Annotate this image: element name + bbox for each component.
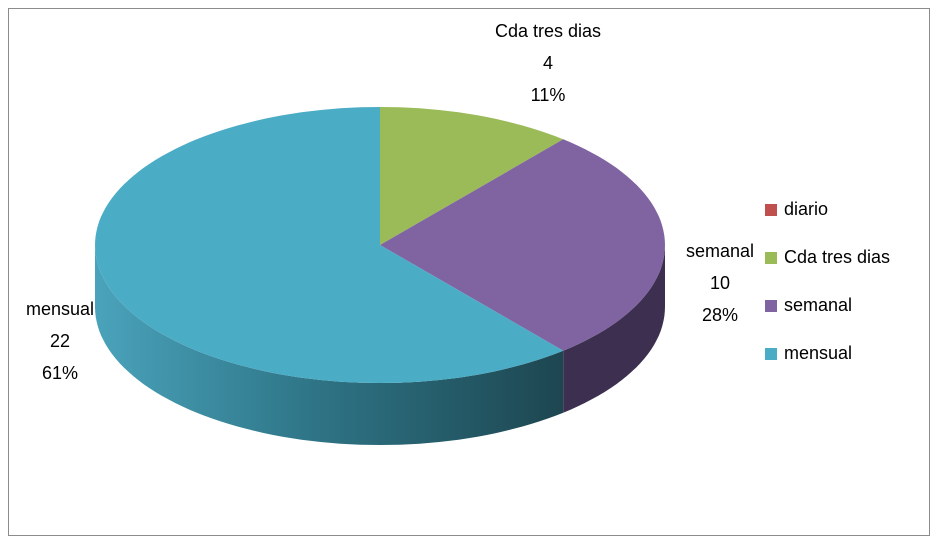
legend-label: Cda tres dias bbox=[784, 247, 890, 267]
slice bbox=[95, 107, 564, 383]
slice-side bbox=[563, 245, 665, 413]
slice-side bbox=[95, 245, 564, 445]
legend-label: semanal bbox=[784, 295, 852, 315]
data-label-percent: 11% bbox=[531, 85, 566, 105]
data-label-name: semanal bbox=[686, 241, 754, 261]
legend-swatch bbox=[765, 348, 777, 360]
legend-swatch bbox=[765, 300, 777, 312]
legend-label: mensual bbox=[784, 343, 852, 363]
data-label-name: mensual bbox=[26, 299, 94, 319]
data-label-value: 22 bbox=[50, 331, 70, 351]
data-label-name: Cda tres dias bbox=[495, 21, 601, 41]
data-label-percent: 61% bbox=[42, 363, 78, 383]
legend-swatch bbox=[765, 204, 777, 216]
slice bbox=[380, 139, 665, 351]
slice bbox=[380, 107, 564, 245]
legend-label: diario bbox=[784, 199, 828, 219]
legend-swatch bbox=[765, 252, 777, 264]
data-label-value: 10 bbox=[710, 273, 730, 293]
data-label-percent: 28% bbox=[702, 305, 738, 325]
data-label-value: 4 bbox=[543, 53, 553, 73]
